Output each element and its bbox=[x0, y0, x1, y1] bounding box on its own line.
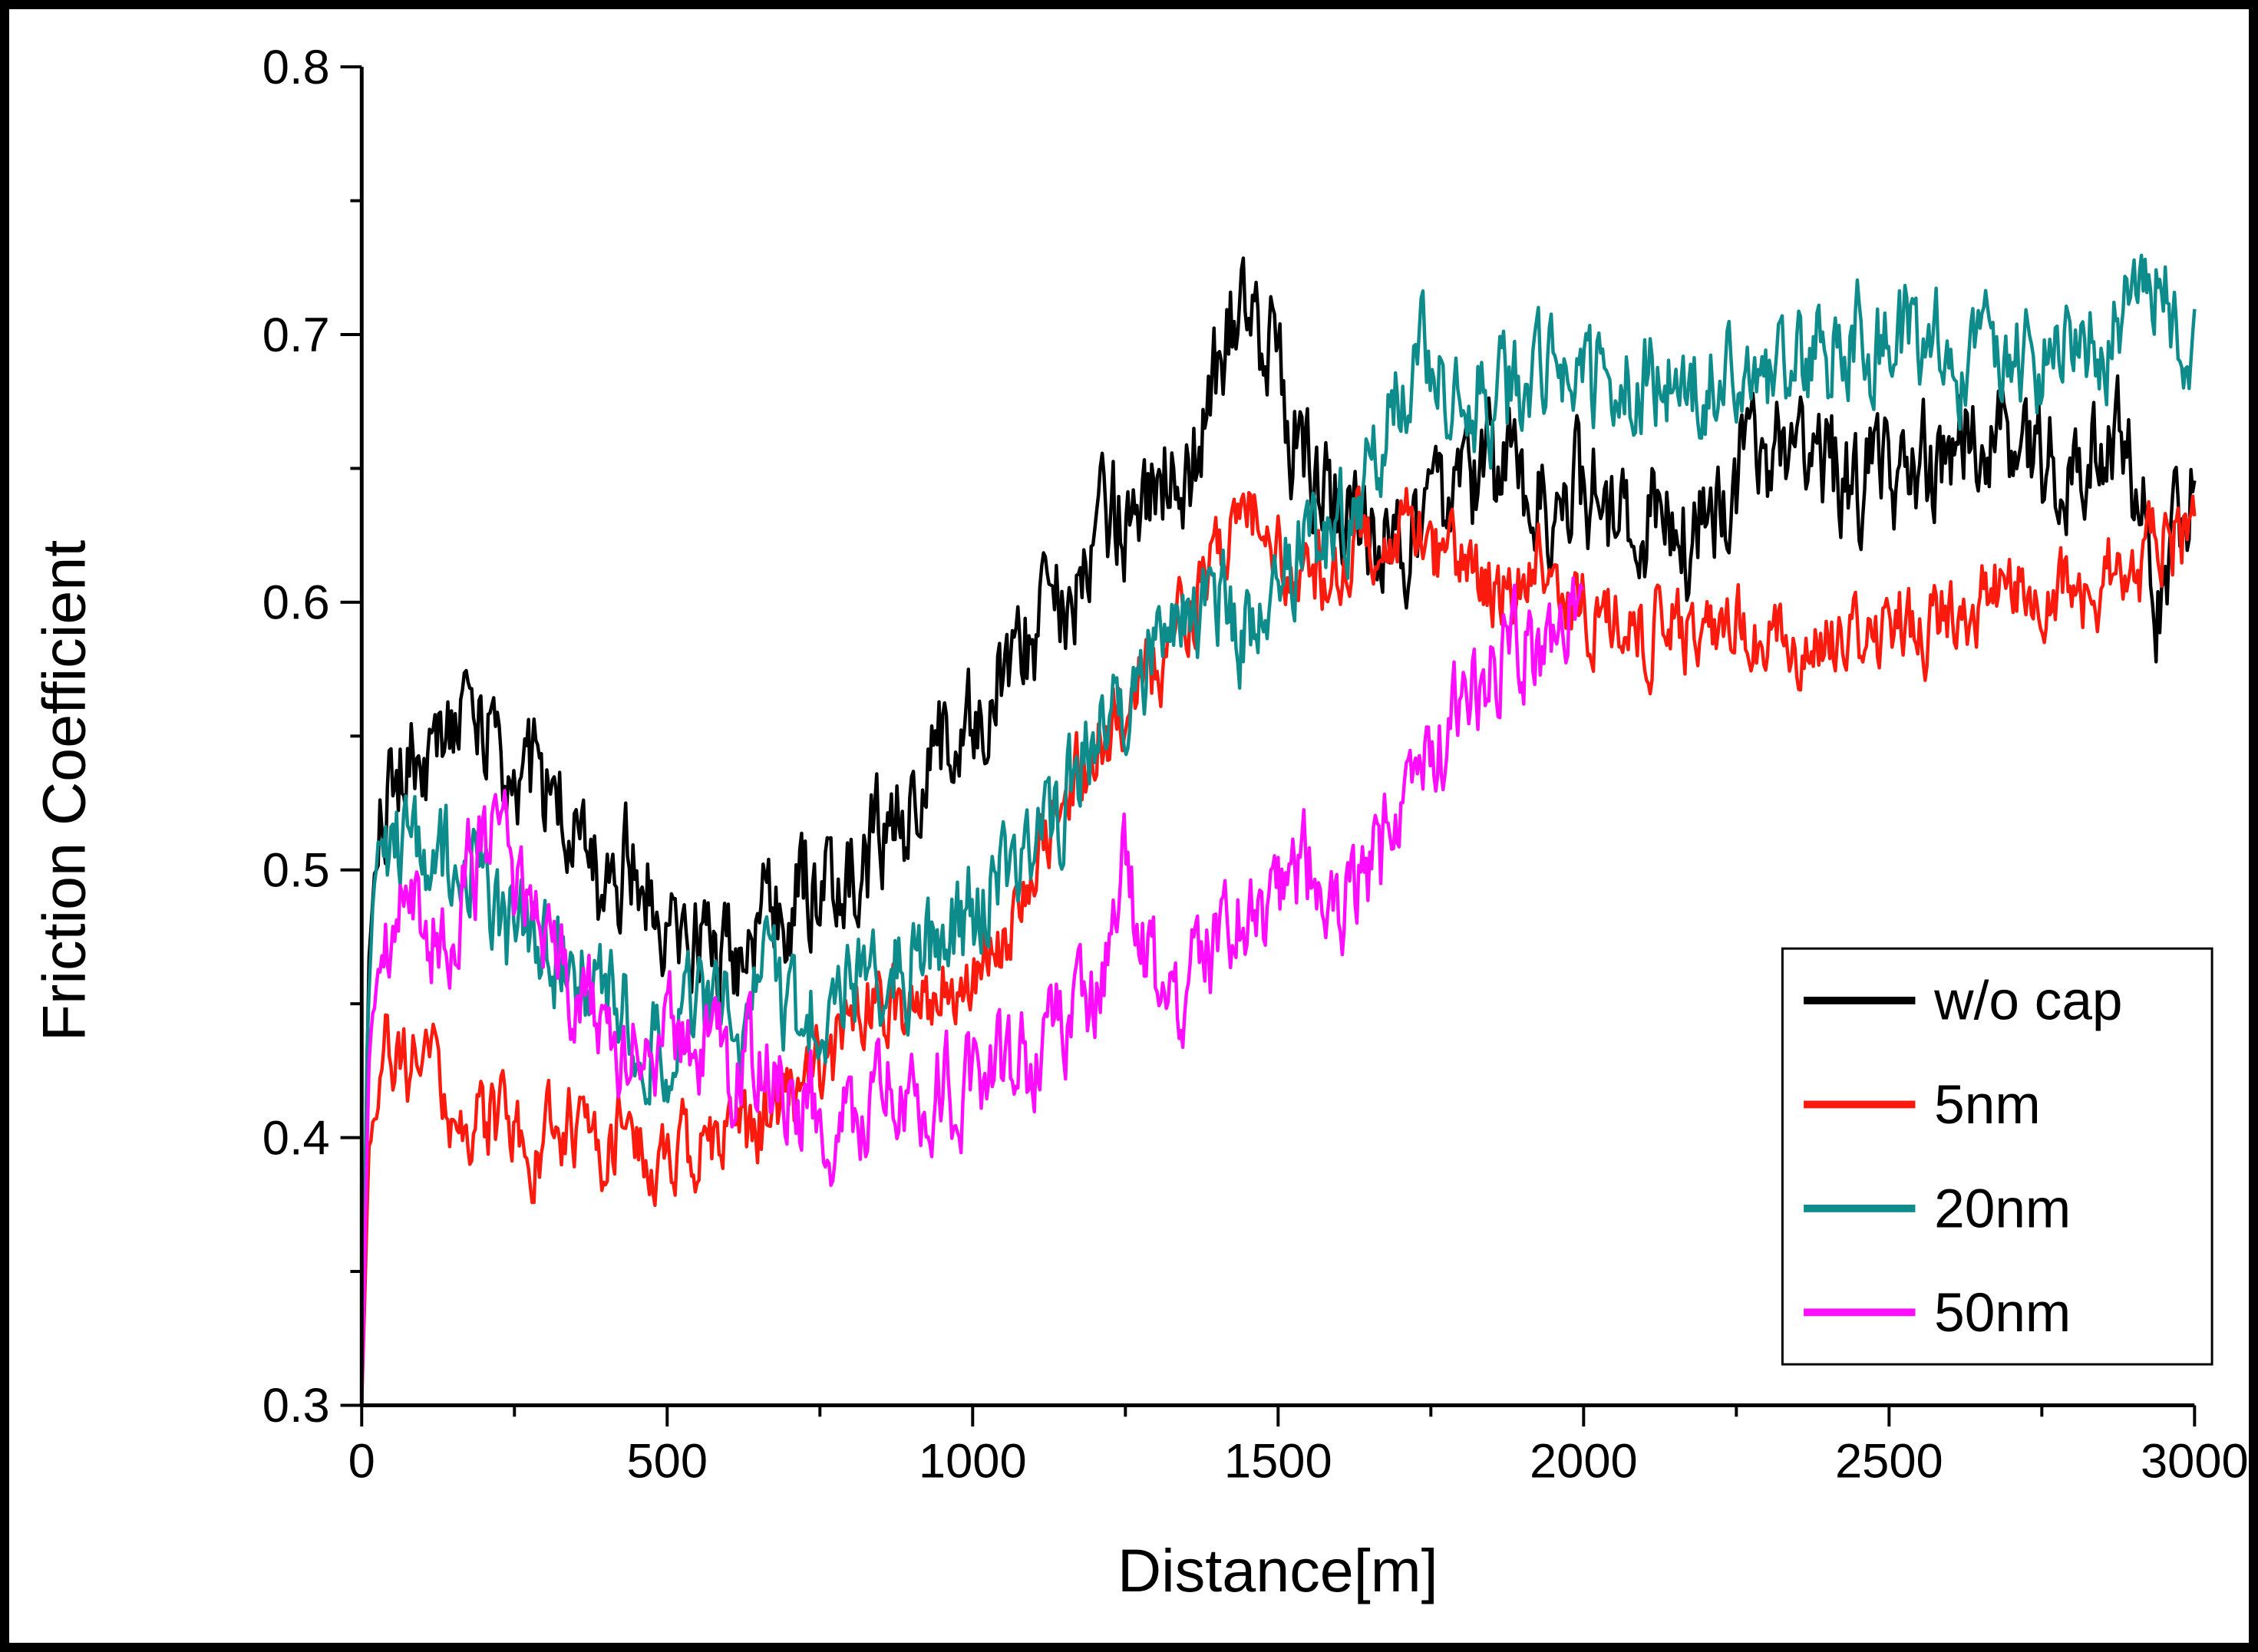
y-tick-label: 0.3 bbox=[262, 1379, 330, 1433]
y-tick-label: 0.8 bbox=[262, 41, 330, 94]
y-axis-title: Friction Coefficient bbox=[29, 540, 97, 1042]
y-tick-label: 0.5 bbox=[262, 844, 330, 898]
x-tick-label: 1500 bbox=[1224, 1434, 1332, 1488]
x-tick-label: 0 bbox=[348, 1434, 375, 1488]
series-line-5nm bbox=[360, 485, 2197, 1403]
series-line-50nm bbox=[360, 576, 1584, 1403]
legend-box bbox=[1781, 947, 2213, 1366]
legend-label: 5nm bbox=[1934, 1075, 2040, 1136]
series-line-w-o-cap bbox=[360, 256, 2197, 1403]
x-tick-label: 1000 bbox=[919, 1434, 1027, 1488]
x-tick-label: 2500 bbox=[1835, 1434, 1943, 1488]
y-tick-label: 0.6 bbox=[262, 576, 330, 630]
legend-label: w/o cap bbox=[1933, 971, 2122, 1032]
series-line-20nm bbox=[360, 253, 2197, 1403]
axes-layer: 0 500 1000 1500 2000 2500 3000 0.3 0.4 0.5 0.6 0.7 0… bbox=[262, 41, 2249, 1489]
series-layer bbox=[360, 253, 2197, 1403]
legend: w/o cap 5nm 20nm 50nm bbox=[1781, 947, 2213, 1366]
y-tick-label: 0.4 bbox=[262, 1111, 330, 1165]
legend-label: 50nm bbox=[1934, 1283, 2071, 1344]
y-tick-label: 0.7 bbox=[262, 308, 330, 362]
x-tick-label: 2000 bbox=[1530, 1434, 1638, 1488]
legend-label: 20nm bbox=[1934, 1179, 2071, 1240]
x-tick-label: 3000 bbox=[2141, 1434, 2249, 1488]
x-axis-title: Distance[m] bbox=[1117, 1536, 1438, 1604]
friction-chart: 0 500 1000 1500 2000 2500 3000 0.3 0.4 0.5 0.6 0.7 0… bbox=[29, 41, 2249, 1604]
x-tick-label: 500 bbox=[627, 1434, 708, 1488]
